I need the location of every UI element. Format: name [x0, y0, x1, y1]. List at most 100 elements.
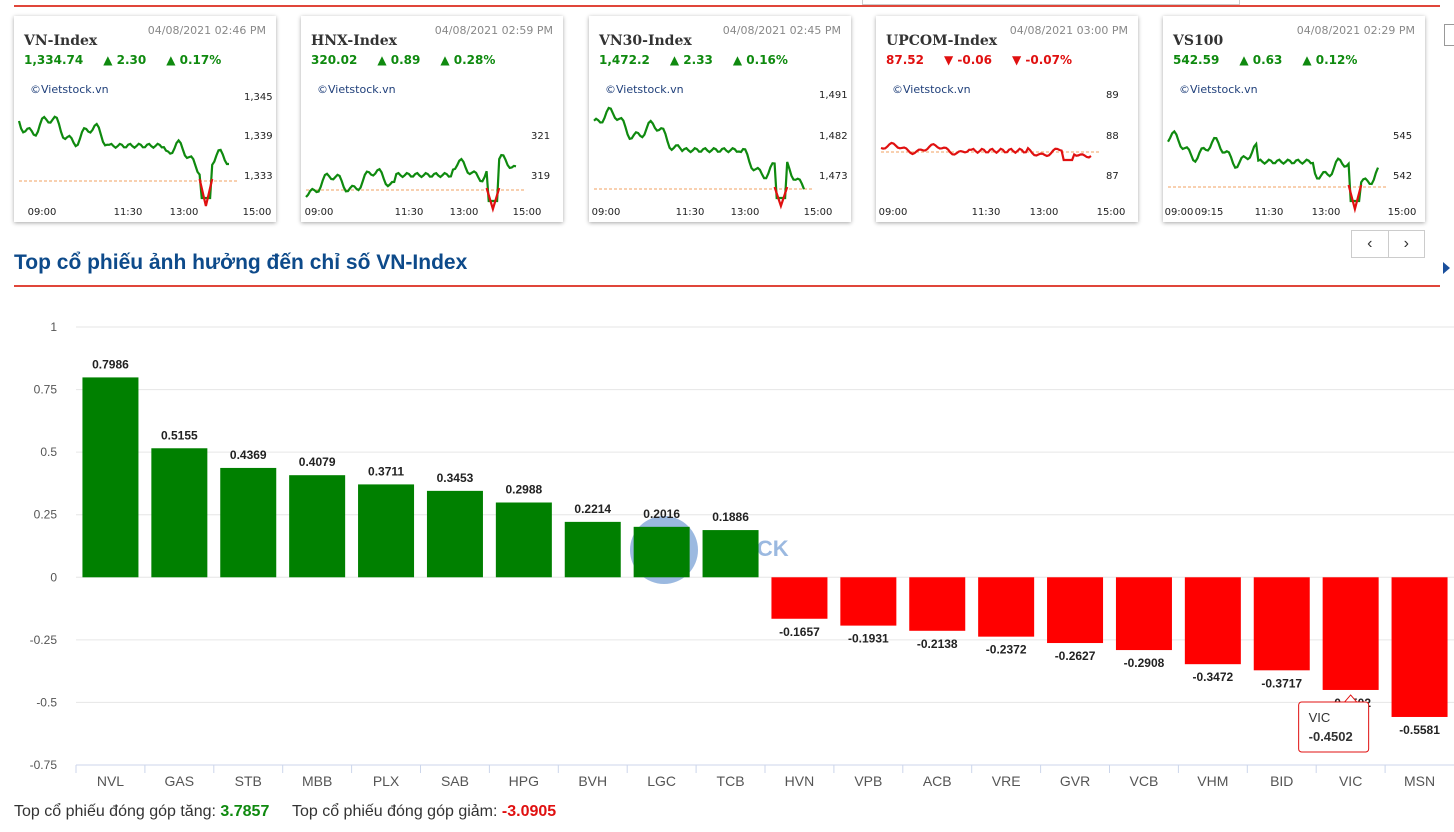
data-label: -0.1657 — [779, 625, 820, 639]
bar-nvl[interactable] — [82, 377, 139, 578]
bar-plx[interactable] — [358, 484, 415, 578]
card-values: 1,334.74 ▲ 2.30 ▲ 0.17% — [24, 53, 241, 67]
bar-vcb[interactable] — [1115, 577, 1172, 651]
bar-tcb[interactable] — [702, 530, 759, 578]
data-label: -0.2138 — [917, 637, 958, 651]
index-value: 1,472.2 — [599, 53, 650, 67]
index-value: 1,334.74 — [24, 53, 84, 67]
y-tick-label: -0.75 — [30, 758, 58, 772]
bar-msn[interactable] — [1391, 577, 1448, 717]
bar-stb[interactable] — [220, 467, 277, 578]
index-change: ▼ -0.06 — [943, 53, 992, 67]
sparkline-y-tick: 87 — [1106, 171, 1119, 182]
card-index-name[interactable]: VN30-Index — [599, 33, 692, 49]
index-change-percent: ▲ 0.12% — [1302, 53, 1358, 67]
sparkline-chart: 321 319 09:00 11:30 13:00 15:00 — [305, 131, 551, 218]
data-label: 0.4369 — [230, 448, 267, 462]
index-card-hnx-index[interactable]: 321 319 09:00 11:30 13:00 15:00 04/08/2021 02:… — [301, 16, 563, 222]
data-label: 0.3453 — [437, 471, 474, 485]
x-tick-label: PLX — [373, 773, 400, 789]
x-tick-label: GAS — [165, 773, 195, 789]
x-tick-label: MBB — [302, 773, 332, 789]
sparkline-x-tick: 11:30 — [1255, 207, 1284, 218]
card-index-name[interactable]: UPCOM-Index — [886, 33, 998, 49]
sparkline — [17, 115, 229, 200]
card-index-name[interactable]: VN-Index — [24, 33, 98, 49]
x-tick-label: LGC — [647, 773, 676, 789]
footer-down-label: Top cổ phiếu đóng góp giảm: — [291, 803, 498, 820]
sparkline-y-tick: 1,482 — [819, 131, 848, 142]
index-card-vs100[interactable]: 545 542 09:00 09:15 11:30 13:00 15:00 04/08/202… — [1163, 16, 1425, 222]
sparkline-x-tick: 09:15 — [1195, 207, 1224, 218]
sparkline — [593, 106, 806, 200]
bar-gas[interactable] — [151, 448, 208, 578]
card-index-name[interactable]: VS100 — [1173, 33, 1224, 49]
sparkline-y-tick: 88 — [1106, 131, 1119, 142]
bar-acb[interactable] — [909, 577, 966, 631]
sparkline-x-tick: 13:00 — [1030, 207, 1059, 218]
index-value: 320.02 — [311, 53, 358, 67]
bar-hvn[interactable] — [771, 577, 828, 619]
footer-up-value: 3.7857 — [220, 803, 270, 820]
card-date: 04/08/2021 02:45 PM — [722, 24, 841, 37]
sparkline-dip — [1347, 184, 1363, 214]
next-button[interactable]: › — [1403, 235, 1409, 252]
sparkline-y-tick: 89 — [1106, 90, 1119, 101]
sparkline-x-tick: 13:00 — [1312, 207, 1341, 218]
sparkline-x-tick: 15:00 — [243, 207, 272, 218]
sparkline — [1167, 129, 1380, 203]
index-change-percent: ▲ 0.28% — [440, 53, 496, 67]
data-label: -0.2627 — [1055, 649, 1096, 663]
tooltip-value: -0.4502 — [1309, 729, 1353, 744]
sparkline-y-tick: 319 — [531, 171, 550, 182]
bar-mbb[interactable] — [289, 475, 346, 578]
sparkline-x-tick: 15:00 — [1097, 207, 1126, 218]
bar-bid[interactable] — [1253, 577, 1310, 671]
bar-lgc[interactable] — [633, 526, 690, 578]
bar-hpg[interactable] — [495, 502, 552, 578]
top-search-box[interactable] — [862, 0, 1240, 5]
data-label: 0.4079 — [299, 455, 336, 469]
prev-button[interactable]: ‹ — [1352, 231, 1389, 257]
sparkline-x-tick: 09:00 — [1165, 207, 1194, 218]
data-label: -0.5581 — [1399, 723, 1440, 737]
index-card-vn30-index[interactable]: 1,491 1,482 1,473 09:00 11:30 13:00 15:00 04/08… — [589, 16, 851, 222]
bar-vhm[interactable] — [1184, 577, 1241, 665]
card-values: 87.52 ▼ -0.06 ▼ -0.07% — [886, 53, 1092, 67]
data-label: -0.2908 — [1124, 656, 1165, 670]
index-value: 87.52 — [886, 53, 924, 67]
index-change: ▲ 0.89 — [377, 53, 421, 67]
top-accent-line — [14, 5, 1440, 7]
bar-vic[interactable] — [1322, 577, 1379, 690]
x-tick-label: HVN — [785, 773, 815, 789]
tooltip-category: VIC — [1309, 710, 1331, 725]
sparkline-y-tick: 1,345 — [244, 92, 273, 103]
sparkline-chart: 1,345 1,339 1,333 09:00 11:30 13:00 15:00 — [17, 92, 273, 218]
data-label: 0.2214 — [574, 502, 611, 516]
index-value: 542.59 — [1173, 53, 1220, 67]
y-tick-label: 1 — [50, 320, 57, 334]
sparkline-x-tick: 09:00 — [28, 207, 57, 218]
x-tick-label: SAB — [441, 773, 469, 789]
sparkline-x-tick: 15:00 — [804, 207, 833, 218]
bar-vpb[interactable] — [840, 577, 897, 626]
x-tick-label: VCB — [1130, 773, 1159, 789]
data-label: 0.3711 — [368, 464, 404, 478]
card-date: 04/08/2021 02:29 PM — [1296, 24, 1415, 37]
index-change: ▲ 2.33 — [669, 53, 713, 67]
bar-bvh[interactable] — [564, 521, 621, 578]
sparkline-x-tick: 15:00 — [1388, 207, 1417, 218]
index-card-upcom-index[interactable]: 89 88 87 09:00 11:30 13:00 15:00 04/08/2021 03:… — [876, 16, 1138, 222]
bar-gvr[interactable] — [1047, 577, 1104, 644]
card-values: 1,472.2 ▲ 2.33 ▲ 0.16% — [599, 53, 808, 67]
right-scroll-handle[interactable] — [1444, 24, 1454, 46]
bar-vre[interactable] — [978, 577, 1035, 637]
sparkline-chart: 1,491 1,482 1,473 09:00 11:30 13:00 15:00 — [592, 90, 848, 218]
index-card-vn-index[interactable]: 1,345 1,339 1,333 09:00 11:30 13:00 15:00 04/08… — [14, 16, 276, 222]
sparkline-x-tick: 11:30 — [395, 207, 424, 218]
data-label: -0.3717 — [1261, 676, 1302, 690]
sparkline-dip — [485, 187, 501, 213]
expand-arrow-icon[interactable] — [1443, 262, 1450, 274]
bar-sab[interactable] — [426, 490, 483, 578]
card-index-name[interactable]: HNX-Index — [311, 33, 397, 49]
